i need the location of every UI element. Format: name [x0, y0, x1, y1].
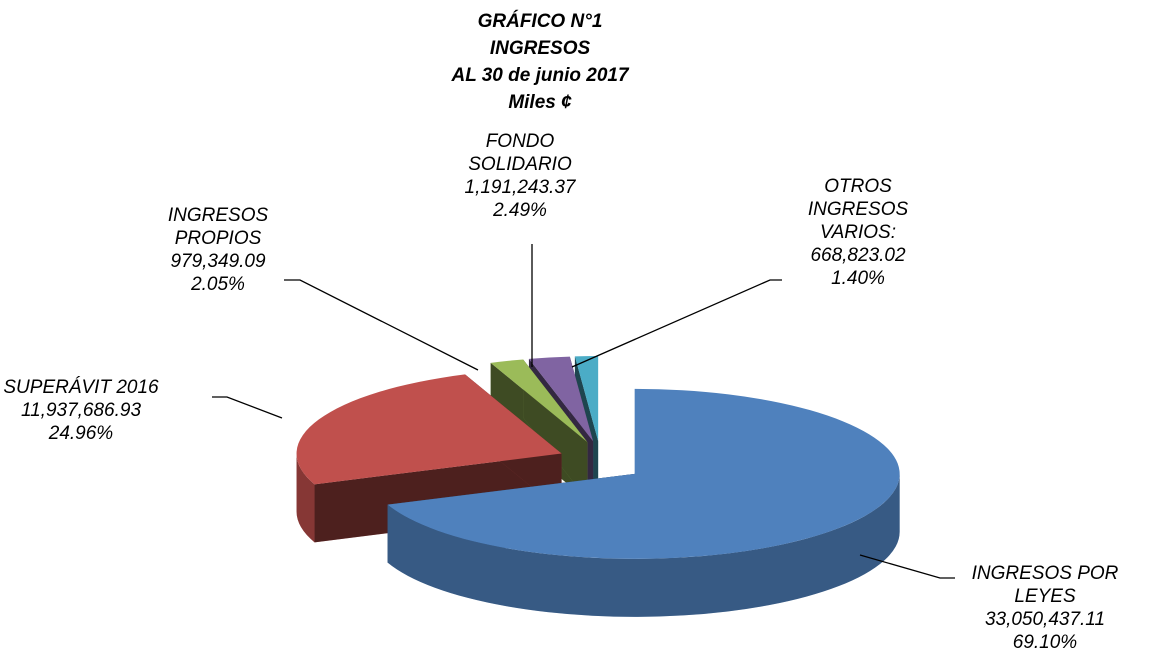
label-value: 668,823.02: [810, 245, 906, 266]
slice: [528, 356, 594, 442]
label-percent: 69.10%: [1012, 632, 1078, 653]
label-percent: 24.96%: [48, 423, 114, 444]
slice: [490, 359, 588, 442]
slice-wall: [296, 453, 315, 543]
chart-title: GRÁFICO N°1 INGRESOS AL 30 de junio 2017…: [390, 8, 690, 116]
leader-line: [859, 554, 955, 579]
label-value: 33,050,437.11: [984, 609, 1106, 630]
label-name: INGRESOS POR LEYES: [971, 563, 1119, 607]
label-value: 1,191,243.37: [464, 177, 576, 198]
data-label: INGRESOS POR LEYES 33,050,437.11 69.10%: [960, 562, 1130, 654]
slice: [296, 374, 562, 485]
title-line: Miles ¢: [508, 92, 572, 113]
slice: [387, 388, 900, 559]
label-value: 979,349.09: [170, 251, 266, 272]
label-value: 11,937,686.93: [20, 400, 142, 421]
label-name: FONDO SOLIDARIO: [468, 131, 572, 175]
title-line: AL 30 de junio 2017: [451, 65, 629, 86]
title-line: INGRESOS: [489, 38, 591, 59]
slice: [574, 356, 599, 442]
data-label: SUPERÁVIT 2016 11,937,686.93 24.96%: [0, 376, 162, 445]
label-name: OTROS INGRESOS VARIOS:: [807, 176, 909, 243]
slice-wall: [387, 473, 900, 617]
leader-line: [284, 279, 479, 371]
leader-line: [571, 279, 782, 368]
label-name: SUPERÁVIT 2016: [3, 377, 159, 398]
data-label: FONDO SOLIDARIO 1,191,243.37 2.49%: [445, 130, 595, 222]
label-percent: 1.40%: [831, 268, 885, 289]
slice-wall-shade: [296, 453, 315, 543]
label-name: INGRESOS PROPIOS: [167, 205, 269, 249]
data-label: OTROS INGRESOS VARIOS: 668,823.02 1.40%: [798, 175, 918, 290]
leader-line: [212, 396, 283, 419]
data-label: INGRESOS PROPIOS 979,349.09 2.05%: [143, 204, 293, 296]
label-percent: 2.05%: [191, 274, 245, 295]
label-percent: 2.49%: [493, 200, 547, 221]
title-line: GRÁFICO N°1: [477, 11, 603, 32]
slice-side-shade: [314, 453, 562, 543]
slice-wall-shade: [387, 473, 900, 617]
